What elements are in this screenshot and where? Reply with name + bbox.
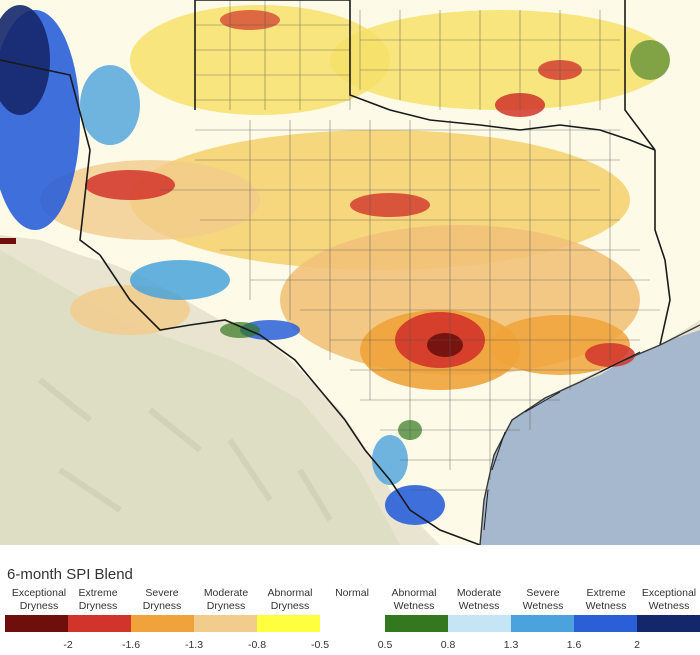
legend-swatch-0 bbox=[5, 615, 68, 632]
edge-marker bbox=[0, 238, 16, 244]
legend-label-line2: Dryness bbox=[142, 600, 182, 612]
legend-swatch-2 bbox=[131, 615, 194, 632]
legend-swatch-9 bbox=[574, 615, 637, 632]
legend-label-10: Exceptional Wetness bbox=[636, 587, 700, 613]
legend-tick-8: 1.6 bbox=[566, 639, 582, 651]
legend-label-6: Abnormal Wetness bbox=[381, 587, 447, 613]
legend-swatch-6 bbox=[385, 615, 448, 632]
legend-swatch-3 bbox=[194, 615, 257, 632]
legend-label-3: Moderate Dryness bbox=[193, 587, 259, 613]
legend-label-line2: Dryness bbox=[78, 600, 118, 612]
legend-label-0: Exceptional Dryness bbox=[6, 587, 72, 613]
legend-label-line1: Severe bbox=[526, 587, 560, 599]
legend-label-line2: Wetness bbox=[458, 600, 500, 612]
legend-label-8: Severe Wetness bbox=[510, 587, 576, 613]
state-borders bbox=[0, 0, 671, 545]
legend-label-line1: Abnormal bbox=[391, 587, 437, 599]
barrier-islands bbox=[483, 351, 641, 531]
legend-swatch-8 bbox=[511, 615, 574, 632]
legend-swatch-10 bbox=[637, 615, 700, 632]
legend-label-line2: Wetness bbox=[585, 600, 627, 612]
legend-title: 6-month SPI Blend bbox=[7, 566, 133, 583]
legend-label-line1: Normal bbox=[335, 587, 369, 599]
legend-tick-0: -2 bbox=[63, 639, 73, 651]
legend-label-line1: Exceptional bbox=[11, 587, 67, 599]
legend-tick-4: -0.5 bbox=[310, 639, 330, 651]
legend-label-line2: Dryness bbox=[206, 600, 246, 612]
legend-label-7: Moderate Wetness bbox=[446, 587, 512, 613]
legend-tick-3: -0.8 bbox=[247, 639, 267, 651]
county-boundaries bbox=[160, 0, 660, 491]
legend: 6-month SPI Blend Exceptional Dryness Extr… bbox=[0, 545, 700, 655]
legend-tick-5: 0.5 bbox=[377, 639, 393, 651]
legend-label-line2: Wetness bbox=[522, 600, 564, 612]
legend-label-line1: Abnormal bbox=[267, 587, 313, 599]
legend-label-line1: Extreme bbox=[586, 587, 626, 599]
spi-anomaly-areas bbox=[0, 5, 670, 525]
legend-label-1: Extreme Dryness bbox=[65, 587, 131, 613]
legend-swatch-7 bbox=[448, 615, 511, 632]
legend-label-line1: Severe bbox=[145, 587, 179, 599]
terrain-ridges bbox=[38, 377, 333, 522]
legend-label-5: Normal bbox=[319, 587, 385, 600]
legend-tick-2: -1.3 bbox=[184, 639, 204, 651]
legend-label-line2: Wetness bbox=[393, 600, 435, 612]
legend-tick-6: 0.8 bbox=[440, 639, 456, 651]
legend-tick-9: 2 bbox=[634, 639, 640, 651]
legend-label-4: Abnormal Dryness bbox=[257, 587, 323, 613]
legend-label-line1: Exceptional bbox=[641, 587, 697, 599]
coastline bbox=[479, 324, 700, 545]
legend-label-line2: Dryness bbox=[19, 600, 59, 612]
legend-tick-1: -1.6 bbox=[121, 639, 141, 651]
legend-tick-7: 1.3 bbox=[503, 639, 519, 651]
legend-label-line1: Extreme bbox=[78, 587, 118, 599]
legend-label-line1: Moderate bbox=[456, 587, 502, 599]
legend-label-line2: Dryness bbox=[270, 600, 310, 612]
legend-label-line1: Moderate bbox=[203, 587, 249, 599]
legend-swatch-1 bbox=[68, 615, 131, 632]
gulf-of-mexico bbox=[478, 330, 700, 545]
legend-label-9: Extreme Wetness bbox=[573, 587, 639, 613]
legend-label-line2: Wetness bbox=[648, 600, 690, 612]
spi-map bbox=[0, 0, 700, 545]
legend-swatch-4 bbox=[257, 615, 320, 632]
legend-label-2: Severe Dryness bbox=[129, 587, 195, 613]
